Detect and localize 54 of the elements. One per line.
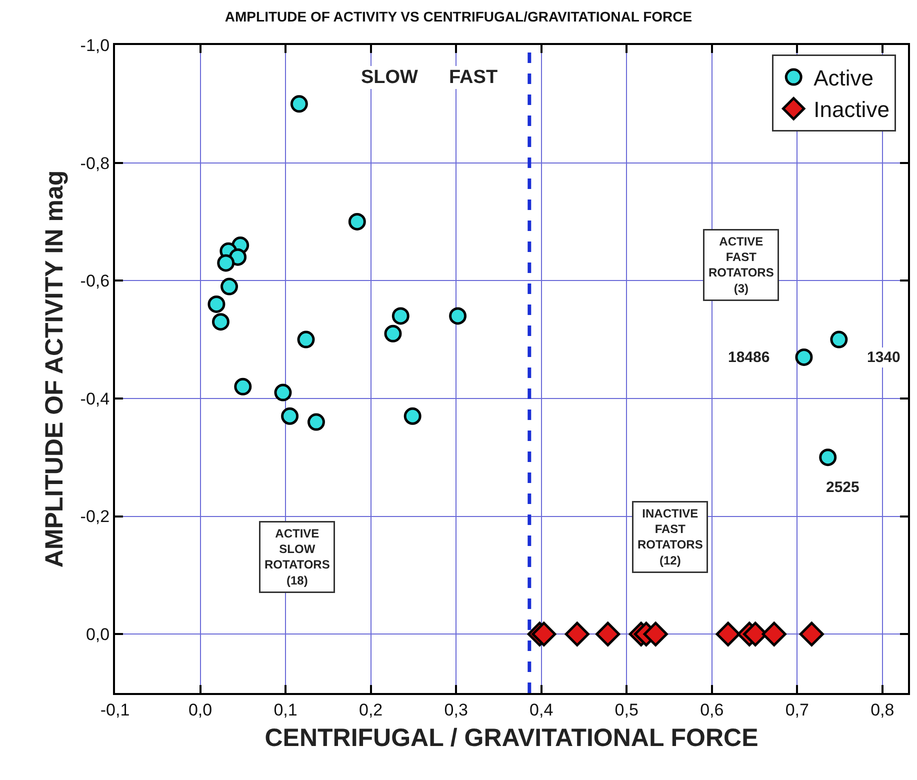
annotation: INACTIVE FAST ROTATORS (12) <box>638 506 703 568</box>
point <box>281 407 299 425</box>
point <box>208 295 226 313</box>
x-tick-label: -0,1 <box>100 700 130 720</box>
legend-label: Inactive <box>814 97 890 122</box>
x-tick-label: 0,7 <box>785 700 809 720</box>
x-tick-label: 0,5 <box>614 700 638 720</box>
y-tick-label: -1,0 <box>80 36 110 55</box>
point <box>716 622 740 646</box>
annotation: FAST <box>449 67 498 88</box>
point <box>404 407 422 425</box>
point <box>643 622 668 646</box>
x-tick-label: 0,6 <box>700 700 724 720</box>
annotation: 2525 <box>826 479 860 496</box>
point <box>564 622 590 646</box>
point <box>596 622 620 646</box>
point <box>212 313 230 331</box>
x-tick-label: 0,3 <box>444 700 468 720</box>
y-tick-label: -0,4 <box>80 389 110 408</box>
point <box>819 448 837 466</box>
point <box>348 212 366 230</box>
annotation: 1340 <box>867 349 900 366</box>
y-axis-title: AMPLITUDE OF ACTIVITY IN mag <box>40 170 69 568</box>
x-tick-label: 0,1 <box>274 700 298 720</box>
point <box>234 378 252 396</box>
point <box>217 254 235 272</box>
x-tick-label: 0,2 <box>358 700 383 720</box>
point <box>307 413 325 431</box>
y-tick-label: 0,0 <box>86 625 110 644</box>
point <box>384 324 402 342</box>
point <box>449 307 467 325</box>
point <box>297 330 315 348</box>
annotation: SLOW <box>361 67 418 88</box>
point <box>532 622 556 646</box>
point <box>799 622 824 646</box>
point <box>795 348 813 366</box>
annotation: 18486 <box>728 349 770 366</box>
point <box>290 95 308 113</box>
x-tick-label: 0,4 <box>530 700 554 720</box>
point <box>762 622 786 646</box>
point <box>392 307 410 325</box>
y-tick-label: -0,8 <box>80 154 110 173</box>
point <box>274 384 292 402</box>
x-axis-title: CENTRIFUGAL / GRAVITATIONAL FORCE <box>264 724 758 752</box>
annotation: ACTIVE FAST ROTATORS (3) <box>708 234 774 296</box>
y-tick-label: -0,6 <box>80 272 110 291</box>
point <box>220 278 238 296</box>
annotation: ACTIVE SLOW ROTATORS (18) <box>264 526 330 588</box>
y-tick-label: -0,2 <box>80 507 110 526</box>
chart-title: AMPLITUDE OF ACTIVITY VS CENTRIFUGAL/GRAVITATIONAL FORCE <box>224 8 692 24</box>
point <box>830 330 848 348</box>
x-tick-label: 0,8 <box>870 700 894 720</box>
legend-label: Active <box>814 66 874 91</box>
x-tick-label: 0,0 <box>188 700 212 720</box>
